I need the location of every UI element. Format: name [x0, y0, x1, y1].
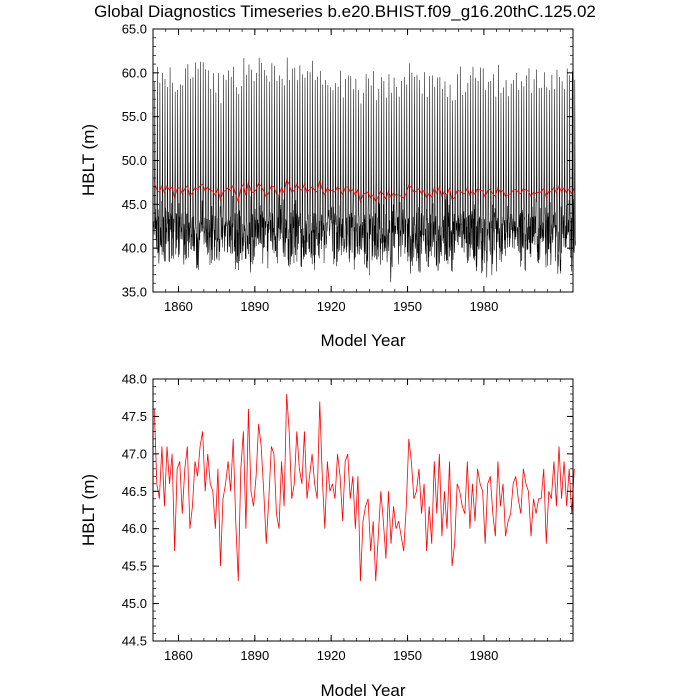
bottom-panel: 1860 1890 1920 1950 1980 44.5 45.0 45.5 46.0 46.5… — [79, 372, 575, 700]
top-x-tick-label: 1980 — [469, 299, 498, 314]
bottom-x-axis-label: Model Year — [320, 681, 405, 700]
bottom-y-tick-label: 45.0 — [122, 596, 147, 611]
bottom-x-tick-label: 1980 — [469, 648, 498, 663]
top-series-layer — [152, 57, 576, 283]
bottom-y-tick-label: 47.5 — [122, 409, 147, 424]
top-y-tick-label: 40.0 — [122, 241, 147, 256]
bottom-annual-mean-line — [153, 393, 575, 582]
top-x-tick-label: 1860 — [164, 299, 193, 314]
top-x-tick-label: 1890 — [240, 299, 269, 314]
bottom-plot-frame — [152, 378, 574, 642]
top-y-tick-label: 50.0 — [122, 153, 147, 168]
bottom-y-tick-label: 48.0 — [122, 372, 147, 387]
bottom-y-tick-label: 46.0 — [122, 521, 147, 536]
bottom-x-tick-label: 1950 — [393, 648, 422, 663]
bottom-y-axis-label: HBLT (m) — [79, 474, 98, 546]
bottom-y-tick-label: 45.5 — [122, 559, 147, 574]
bottom-series-layer — [153, 393, 575, 582]
bottom-y-tick-label: 46.5 — [122, 484, 147, 499]
top-y-tick-label: 65.0 — [122, 22, 147, 37]
top-axes-layer: 1860 1890 1920 1950 1980 35.0 40.0 45.0 50.0 55.0… — [122, 22, 574, 314]
bottom-axes-layer: 1860 1890 1920 1950 1980 44.5 45.0 45.5 46.0 46.5… — [122, 372, 574, 663]
top-x-tick-label: 1950 — [393, 299, 422, 314]
top-x-axis-label: Model Year — [320, 331, 405, 350]
bottom-y-tick-label: 47.0 — [122, 446, 147, 461]
top-y-tick-label: 55.0 — [122, 109, 147, 124]
top-y-tick-label: 60.0 — [122, 65, 147, 80]
top-annual-mean-line — [153, 178, 575, 204]
bottom-x-tick-label: 1920 — [317, 648, 346, 663]
top-x-tick-label: 1920 — [317, 299, 346, 314]
bottom-y-tick-label: 44.5 — [122, 634, 147, 649]
bottom-x-tick-label: 1890 — [240, 648, 269, 663]
top-monthly-line — [152, 57, 576, 283]
top-y-axis-label: HBLT (m) — [79, 124, 98, 196]
bottom-x-tick-label: 1860 — [164, 648, 193, 663]
top-panel: 1860 1890 1920 1950 1980 35.0 40.0 45.0 50.0 55.0… — [79, 22, 576, 350]
top-y-tick-label: 35.0 — [122, 285, 147, 300]
top-y-tick-label: 45.0 — [122, 197, 147, 212]
figure-title: Global Diagnostics Timeseries b.e20.BHIS… — [94, 2, 596, 21]
